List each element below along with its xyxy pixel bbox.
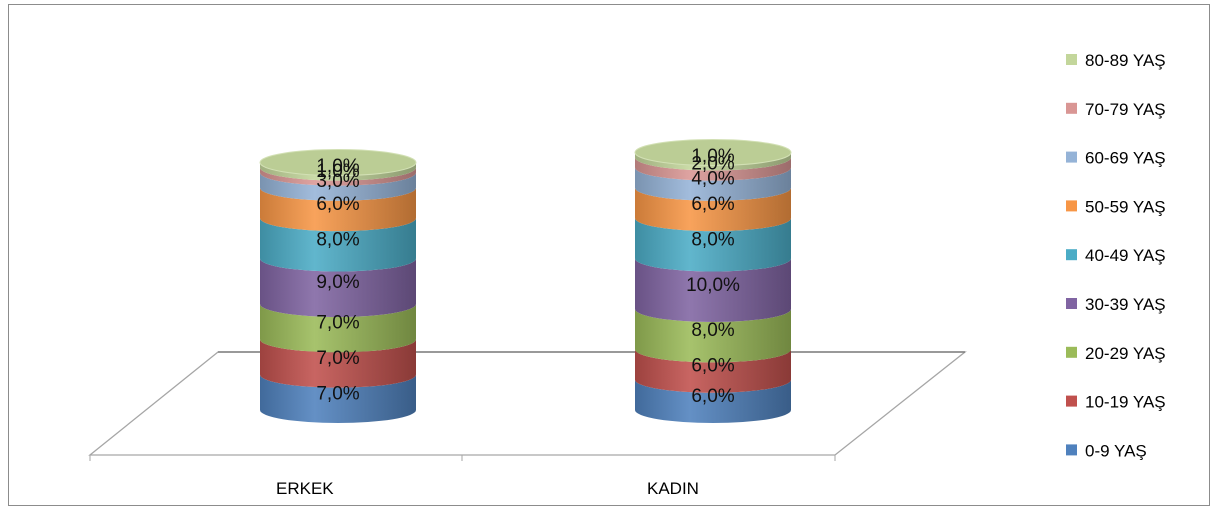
legend-item: 50-59 YAŞ xyxy=(1066,197,1166,216)
legend-swatch xyxy=(1066,298,1077,309)
cylinder-segment xyxy=(635,218,791,272)
data-label: 6,0% xyxy=(691,194,734,215)
cylinder-segment xyxy=(260,339,416,388)
data-label: 1,0% xyxy=(691,146,734,167)
cylinder-segment xyxy=(635,379,791,423)
legend-item: 60-69 YAŞ xyxy=(1066,149,1166,168)
cylinder-segment xyxy=(635,167,791,201)
cylinder-segment xyxy=(260,172,416,201)
legend-label: 20-29 YAŞ xyxy=(1085,344,1166,363)
chart-floor xyxy=(88,351,967,456)
data-label: 6,0% xyxy=(691,386,734,407)
cylinder-segment xyxy=(260,258,416,317)
cylinder-segment xyxy=(260,167,416,186)
data-label: 7,0% xyxy=(316,313,359,334)
category-label: ERKEK xyxy=(276,479,334,498)
cylinder-top-cap xyxy=(259,149,417,177)
cylinder-top-cap xyxy=(634,138,792,166)
legend-label: 70-79 YAŞ xyxy=(1085,100,1166,119)
data-label: 1,0% xyxy=(316,161,359,182)
data-label: 8,0% xyxy=(691,320,734,341)
legend: 80-89 YAŞ 70-79 YAŞ 60-69 YAŞ 50-59 YAŞ 40-4… xyxy=(1066,51,1166,460)
legend-label: 0-9 YAŞ xyxy=(1085,441,1147,460)
cylinder-segment xyxy=(635,187,791,232)
data-label: 7,0% xyxy=(316,383,359,404)
legend-label: 30-39 YAŞ xyxy=(1085,295,1166,314)
cylinder-segment xyxy=(260,374,416,423)
category-labels: ERKEK KADIN xyxy=(276,479,699,498)
legend-label: 80-89 YAŞ xyxy=(1085,51,1166,70)
data-label: 4,0% xyxy=(691,169,734,190)
legend-item: 80-89 YAŞ xyxy=(1066,51,1166,70)
legend-item: 10-19 YAŞ xyxy=(1066,393,1166,412)
data-label: 2,0% xyxy=(691,154,734,175)
data-label: 6,0% xyxy=(691,356,734,377)
data-label: 7,0% xyxy=(316,348,359,369)
cylinder-segment xyxy=(635,309,791,363)
legend-swatch xyxy=(1066,249,1077,261)
legend-label: 10-19 YAŞ xyxy=(1085,393,1166,412)
data-label: 1,0% xyxy=(316,156,359,177)
legend-item: 20-29 YAŞ xyxy=(1066,344,1166,363)
cylinder-segment xyxy=(260,303,416,353)
legend-item: 70-79 YAŞ xyxy=(1066,100,1166,119)
legend-swatch xyxy=(1066,54,1077,65)
legend-swatch xyxy=(1066,151,1077,163)
cylinder-segment xyxy=(260,218,416,272)
data-label: 10,0% xyxy=(686,275,740,296)
cylinder-segment xyxy=(260,187,416,232)
data-label: 9,0% xyxy=(316,272,359,293)
legend-swatch xyxy=(1066,346,1077,358)
data-label: 6,0% xyxy=(316,194,359,215)
legend-swatch xyxy=(1066,200,1077,212)
legend-item: 30-39 YAŞ xyxy=(1066,295,1166,314)
cylinder-segment xyxy=(635,157,791,181)
legend-item: 0-9 YAŞ xyxy=(1066,441,1147,460)
legend-swatch xyxy=(1066,395,1077,407)
data-label: 3,0% xyxy=(316,171,359,192)
legend-label: 50-59 YAŞ xyxy=(1085,197,1166,216)
legend-label: 60-69 YAŞ xyxy=(1085,149,1166,168)
cylinder-segment xyxy=(260,162,416,181)
cylinder-segment xyxy=(635,349,791,393)
legend-label: 40-49 YAŞ xyxy=(1085,246,1166,265)
cylinders-layer: 7,0%7,0%7,0%9,0%8,0%6,0%3,0%1,0%1,0%6,0%… xyxy=(259,138,792,423)
legend-swatch xyxy=(1066,444,1077,456)
cylinder-segment xyxy=(635,258,791,322)
data-label: 8,0% xyxy=(316,229,359,250)
data-label: 8,0% xyxy=(691,229,734,250)
legend-swatch xyxy=(1066,102,1077,114)
legend-item: 40-49 YAŞ xyxy=(1066,246,1166,265)
cylinder-segment xyxy=(635,152,791,171)
category-label: KADIN xyxy=(647,479,699,498)
